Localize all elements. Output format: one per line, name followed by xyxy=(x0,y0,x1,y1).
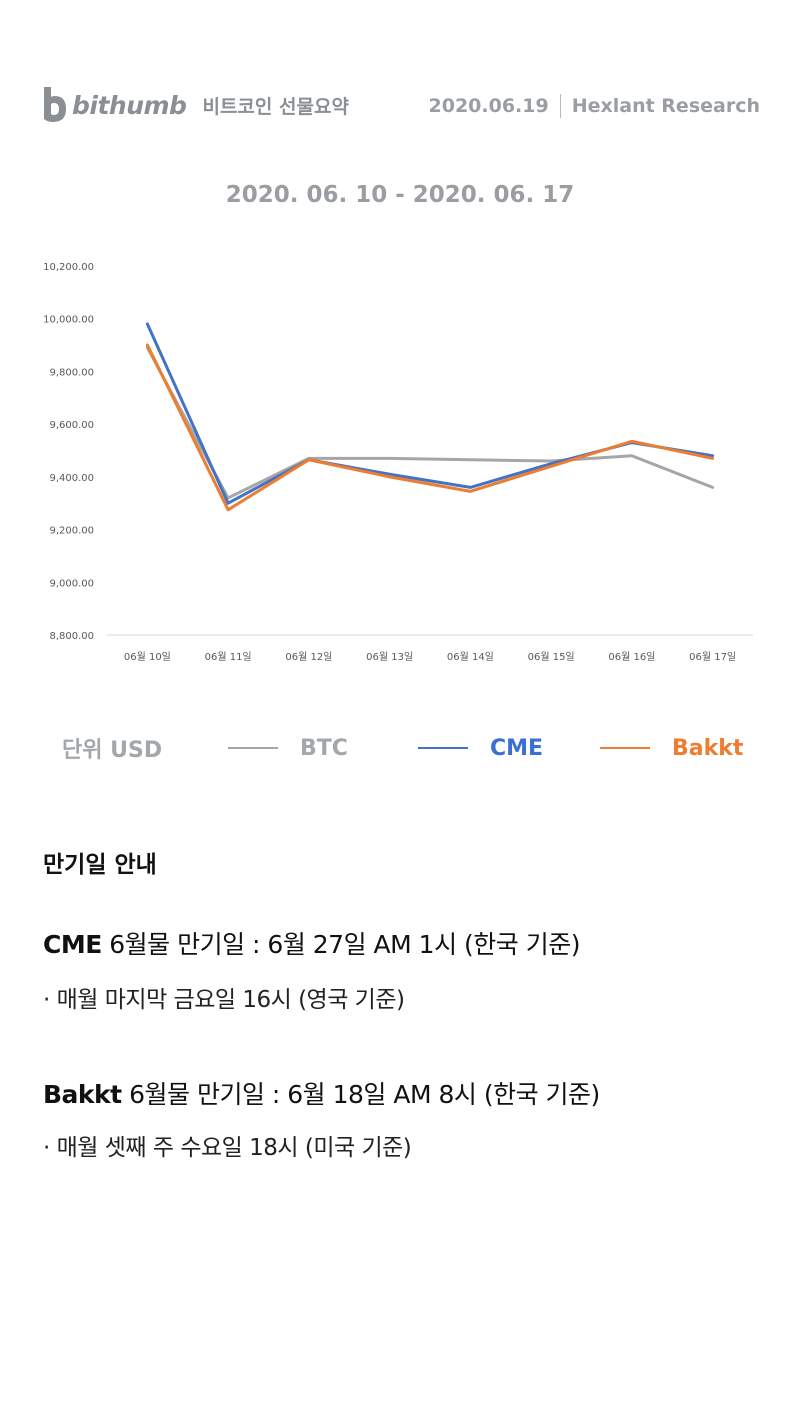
cme-expiry-line: CME 6월물 만기일 : 6월 27일 AM 1시 (한국 기준) xyxy=(43,925,580,961)
x-tick-label: 06월 16일 xyxy=(608,651,655,663)
y-tick-label: 9,600.00 xyxy=(49,420,94,431)
x-tick-label: 06월 10일 xyxy=(124,651,171,663)
y-tick-label: 10,000.00 xyxy=(43,315,94,326)
expiry-notice-title: 만기일 안내 xyxy=(43,852,157,878)
bithumb-logo[interactable]: bithumb 비트코인 선물요약 xyxy=(38,86,349,124)
legend-swatch-bakkt xyxy=(600,747,650,749)
legend-label-bakkt: Bakkt xyxy=(672,735,744,761)
bakkt-expiry-line: Bakkt 6월물 만기일 : 6월 18일 AM 8시 (한국 기준) xyxy=(43,1075,600,1111)
bakkt-expiry-text: 6월물 만기일 : 6월 18일 AM 8시 (한국 기준) xyxy=(121,1080,600,1109)
chart-date-range: 2020. 06. 10 - 2020. 06. 17 xyxy=(225,182,575,208)
logo-wordmark: bithumb xyxy=(72,90,187,120)
x-tick-label: 06월 14일 xyxy=(447,651,494,663)
header-divider xyxy=(559,94,561,118)
y-tick-label: 9,200.00 xyxy=(49,526,94,537)
series-line-btc xyxy=(145,346,715,500)
header: bithumb 비트코인 선물요약 2020.06.19 Hexlant Res… xyxy=(0,0,800,150)
x-tick-label: 06월 15일 xyxy=(528,651,575,663)
cme-expiry-name: CME xyxy=(43,930,102,959)
legend-item-btc: BTC xyxy=(228,728,348,768)
cme-expiry-detail: · 매월 마지막 금요일 16시 (영국 기준) xyxy=(43,987,405,1013)
legend-swatch-cme xyxy=(418,747,468,749)
bakkt-expiry-name: Bakkt xyxy=(43,1080,122,1109)
legend-label-cme: CME xyxy=(490,735,544,761)
legend-swatch-btc xyxy=(228,747,278,749)
legend-unit-label: 단위 USD xyxy=(62,738,163,763)
y-tick-label: 8,800.00 xyxy=(49,631,94,642)
legend-label-btc: BTC xyxy=(300,735,348,761)
legend-item-cme: CME xyxy=(418,728,543,768)
y-tick-label: 9,000.00 xyxy=(49,578,94,589)
cme-expiry-text: 6월물 만기일 : 6월 27일 AM 1시 (한국 기준) xyxy=(101,930,580,959)
series-line-cme xyxy=(145,322,715,505)
publisher-name: Hexlant Research xyxy=(571,95,760,117)
header-subtitle: 비트코인 선물요약 xyxy=(202,95,349,118)
legend-item-bakkt: Bakkt xyxy=(600,728,743,768)
x-tick-label: 06월 12일 xyxy=(285,651,332,663)
report-date: 2020.06.19 xyxy=(428,95,549,117)
x-tick-label: 06월 11일 xyxy=(205,651,252,663)
y-tick-label: 9,800.00 xyxy=(49,367,94,378)
price-line-chart: 10,200.00 10,000.00 9,800.00 9,600.00 9,400.… xyxy=(43,262,753,663)
series-line-bakkt xyxy=(145,343,715,512)
header-meta: 2020.06.19 Hexlant Research xyxy=(428,94,760,118)
x-tick-label: 06월 17일 xyxy=(689,651,736,663)
bakkt-expiry-detail: · 매월 셋째 주 수요일 18시 (미국 기준) xyxy=(43,1135,412,1161)
y-tick-label: 9,400.00 xyxy=(49,473,94,484)
x-tick-label: 06월 13일 xyxy=(366,651,413,663)
y-tick-label: 10,200.00 xyxy=(43,262,94,273)
bithumb-logo-icon xyxy=(44,87,66,122)
chart-legend: 단위 USD BTC CME Bakkt xyxy=(0,728,800,768)
